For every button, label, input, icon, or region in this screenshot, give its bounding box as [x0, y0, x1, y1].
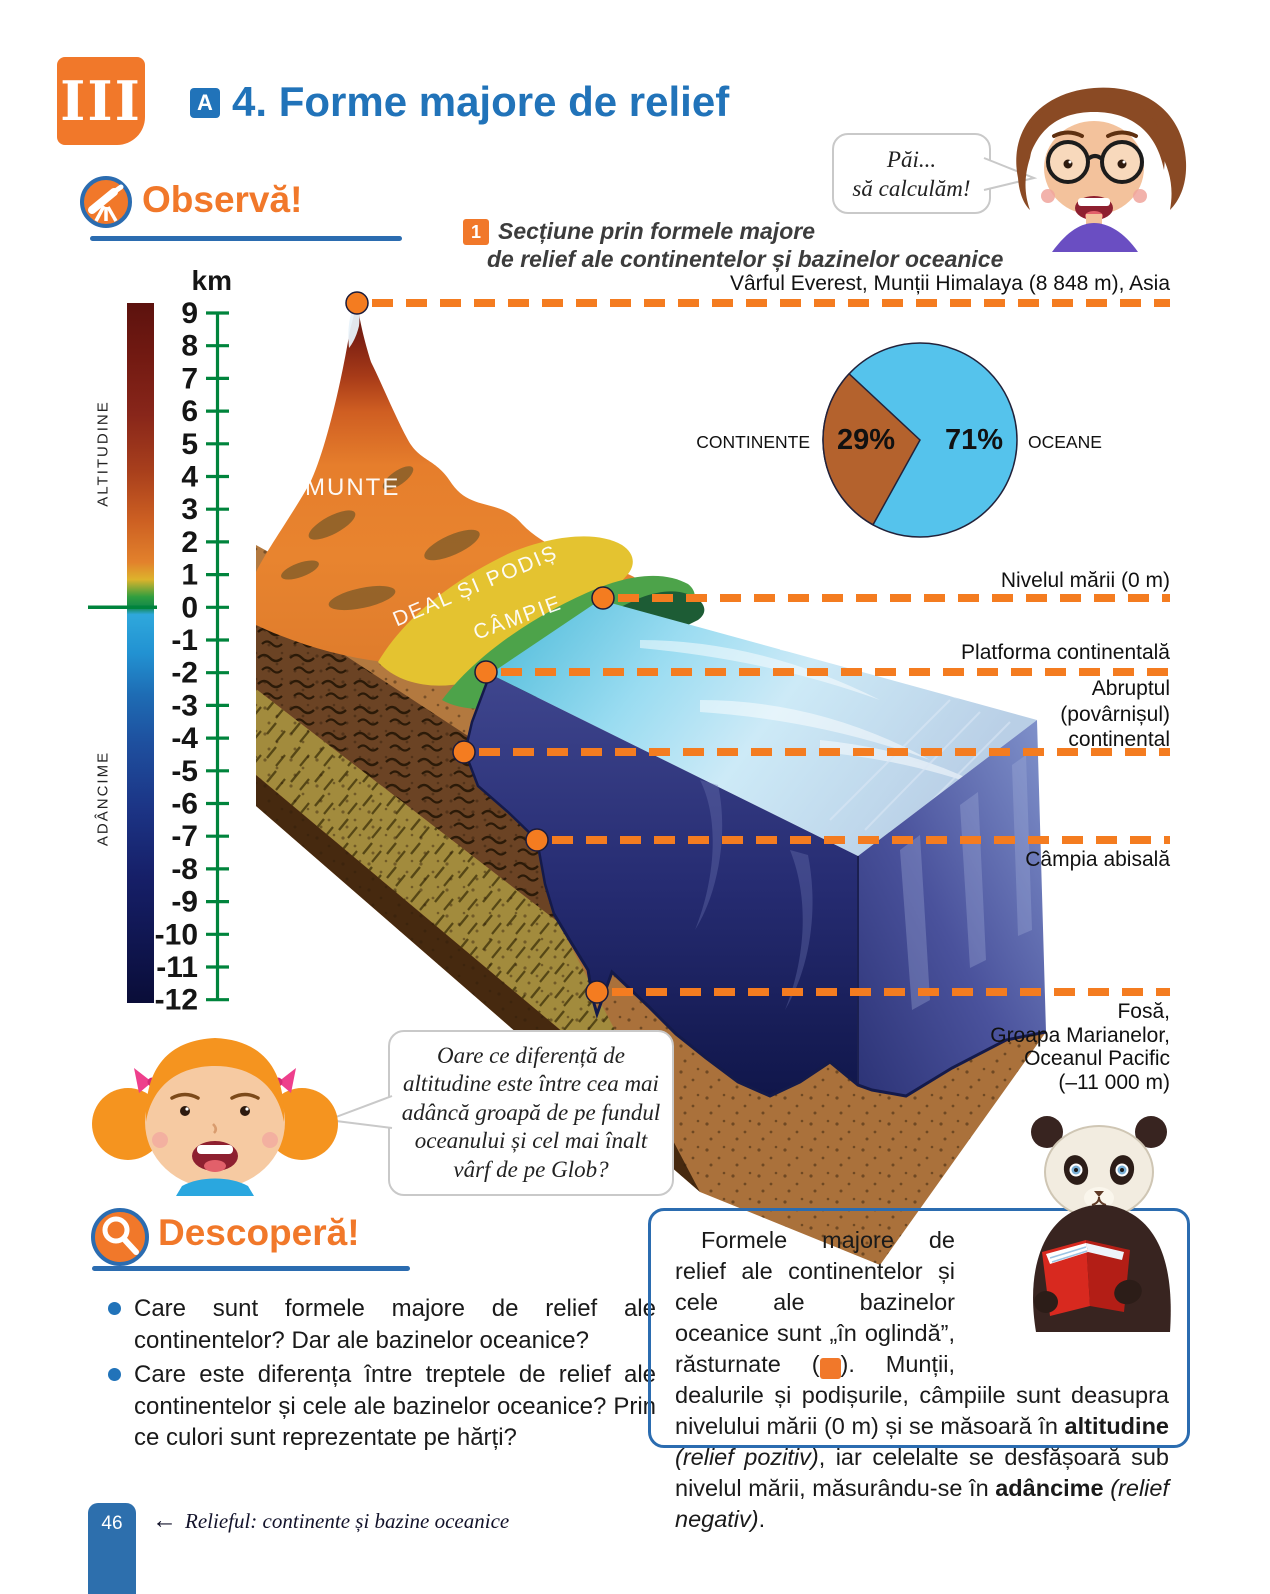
summary-text-run: (relief negativ)	[675, 1475, 1169, 1532]
boy-speech-bubble: Păi... să calculăm!	[832, 133, 991, 214]
observa-heading: Observă!	[142, 179, 303, 220]
ocean-right-face	[858, 720, 1046, 1096]
figure-caption-line2: de relief ale continentelor și bazinelor…	[487, 246, 1004, 272]
label-munte: MUNTE	[305, 474, 400, 501]
scale-tick-label: -10	[155, 918, 198, 951]
scale-tick-label: -11	[156, 951, 198, 984]
annotation-sea-level: Nivelul mării (0 m)	[1000, 569, 1170, 592]
summary-text-run: .	[758, 1506, 766, 1532]
girl-speech-bubble: Oare ce diferență de altitudine este înt…	[388, 1030, 674, 1196]
panda-text-wrap-spacer	[961, 1225, 1169, 1353]
descopera-heading: Descoperă!	[158, 1212, 360, 1253]
summary-text-run: adâncime	[995, 1475, 1104, 1501]
figure-caption-line1: Secțiune prin formele majore	[498, 218, 815, 244]
question-text: Care este diferența între treptele de re…	[134, 1361, 656, 1451]
pie-value-oceans: 71%	[944, 424, 1004, 456]
scale-tick-label: 9	[181, 297, 198, 330]
annotation-dots	[345, 291, 615, 1004]
snow-patch	[348, 304, 360, 348]
scale-tick-label: -5	[171, 755, 198, 788]
question-text: Care sunt formele majore de relief ale c…	[134, 1295, 656, 1354]
scale-tick-label: 3	[181, 493, 198, 526]
scale-tick-label: 2	[181, 526, 198, 559]
scale-unit: km	[192, 265, 232, 296]
magnifier-icon	[91, 1208, 149, 1266]
figure-ref-badge: 1	[819, 1358, 855, 1379]
annotation-everest: Vârful Everest, Munții Himalaya (8 848 m…	[730, 272, 1170, 295]
depth-axis-label: ADÂNCIME	[94, 750, 112, 847]
altitude-gradient-bar	[127, 303, 154, 1003]
hills	[378, 536, 633, 686]
observa-underline	[90, 236, 402, 241]
sea-surface	[490, 600, 1037, 856]
scale-tick-label: -9	[171, 886, 198, 919]
pie-value-continents: 29%	[836, 424, 896, 456]
scale-tick-label: -6	[171, 788, 198, 821]
question-item: Care sunt formele majore de relief ale c…	[108, 1293, 656, 1356]
annotation-continental-slope: Abruptul (povârnișul) continental	[1060, 677, 1170, 751]
scale-tick-label: 6	[181, 395, 198, 428]
telescope-icon	[80, 176, 132, 228]
summary-text-run: , iar celelalte se desfășoară sub nivelu…	[675, 1444, 1169, 1501]
page-title: 4. Forme majore de relief	[232, 78, 730, 125]
question-item: Care este diferența între treptele de re…	[108, 1359, 656, 1454]
summary-text-run: altitudine	[1064, 1413, 1169, 1439]
chapter-tab: III	[57, 57, 145, 145]
scale-tick-label: -4	[171, 722, 198, 755]
scale-tick-label: 5	[181, 428, 198, 461]
scale-tick-label: 8	[181, 330, 198, 363]
summary-text-run: (relief pozitiv)	[675, 1444, 819, 1470]
summary-text: Formele majore de relief ale continentel…	[675, 1225, 1169, 1535]
annotation-trench: Fosă, Groapa Marianelor, Oceanul Pacific…	[990, 1000, 1170, 1094]
pie-label-oceans: OCEANE	[1028, 432, 1102, 452]
scale-tick-label: 0	[181, 591, 198, 624]
annotation-platform: Platforma continentală	[961, 641, 1170, 664]
scale-tick-label: -1	[171, 624, 198, 657]
scale-tick-label: 7	[181, 362, 198, 395]
altitude-axis-label: ALTITUDINE	[94, 400, 112, 507]
annotation-lines	[372, 299, 1170, 996]
summary-text-run: Formele majore de relief ale continentel…	[675, 1227, 955, 1377]
footer-breadcrumb: ← Relieful: continente și bazine oceanic…	[152, 1506, 509, 1535]
bullet-icon	[108, 1368, 121, 1381]
pie-chart	[822, 342, 1018, 538]
back-arrow-icon: ←	[152, 1506, 177, 1534]
pie-label-continents: CONTINENTE	[696, 432, 810, 452]
summary-text-run: ). Munții, dealurile și podișurile, câmp…	[675, 1351, 1169, 1439]
descopera-underline	[92, 1266, 410, 1271]
section-letter-badge: A	[190, 88, 220, 118]
annotation-abyssal-plain: Câmpia abisală	[1025, 848, 1170, 871]
scale-tick-label: -12	[155, 984, 198, 1017]
water-swirls	[695, 780, 813, 1010]
chapter-numeral: III	[60, 69, 142, 133]
continental-slope-outline	[463, 673, 556, 915]
summary-box: Formele majore de relief ale continentel…	[648, 1208, 1190, 1532]
scale-tick-label: -2	[171, 657, 198, 690]
page-number-tab: 46	[88, 1503, 136, 1594]
scale-tick-label: -8	[171, 853, 198, 886]
scale-tick-label: 4	[181, 461, 198, 494]
bullet-icon	[108, 1302, 121, 1315]
figure-number-badge: 1	[463, 219, 489, 245]
page-number: 46	[101, 1513, 123, 1534]
questions-list: Care sunt formele majore de relief ale c…	[108, 1293, 656, 1457]
scale-tick-label: 1	[181, 559, 198, 592]
scale-tick-label: -3	[171, 689, 198, 722]
scale-tick-label: -7	[171, 820, 198, 853]
pie-continents-slice	[822, 372, 921, 526]
footer-nav-text: Relieful: continente și bazine oceanice	[185, 1509, 510, 1533]
